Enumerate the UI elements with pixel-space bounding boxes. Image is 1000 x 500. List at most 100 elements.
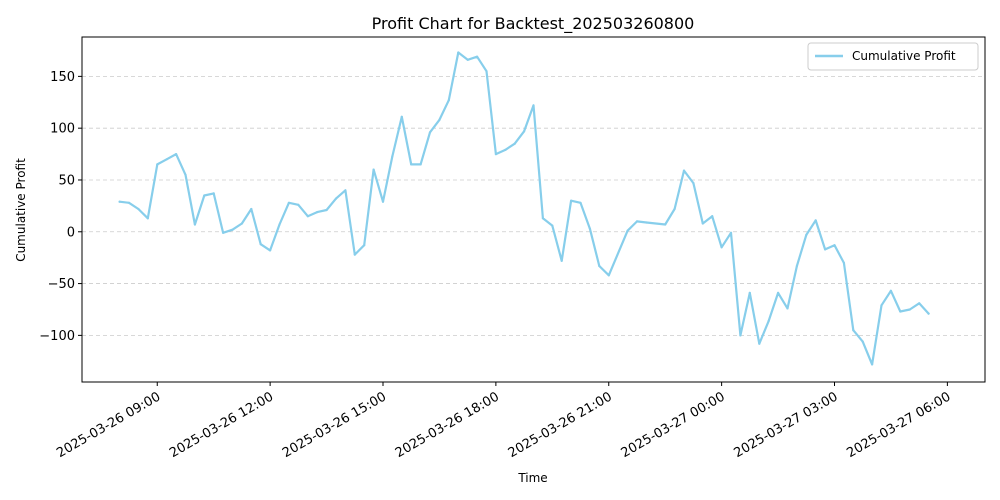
data-point xyxy=(588,227,592,230)
legend: Cumulative Profit xyxy=(807,42,979,71)
data-point xyxy=(156,163,159,166)
data-point xyxy=(560,259,563,262)
data-point xyxy=(861,340,864,343)
data-point xyxy=(250,207,253,211)
data-point xyxy=(222,231,225,234)
data-point xyxy=(297,203,300,206)
data-point xyxy=(127,201,131,204)
data-point xyxy=(927,312,930,315)
data-point xyxy=(184,173,187,176)
y-tick-label: −50 xyxy=(48,277,75,292)
data-point xyxy=(720,246,723,249)
data-point xyxy=(635,220,639,223)
data-point xyxy=(570,199,573,202)
y-axis: 150 100 50 0 −50 −100 xyxy=(39,70,82,344)
data-point xyxy=(626,229,629,232)
data-point xyxy=(287,201,290,204)
data-point xyxy=(240,222,243,225)
data-point xyxy=(306,215,309,218)
data-point xyxy=(334,197,338,200)
data-point xyxy=(165,158,168,161)
data-point xyxy=(438,118,441,121)
data-point xyxy=(513,142,516,145)
data-point xyxy=(767,319,770,322)
data-point xyxy=(494,153,497,156)
data-point xyxy=(363,244,366,247)
data-point xyxy=(899,310,902,313)
data-point xyxy=(372,168,375,171)
data-point xyxy=(344,189,347,192)
data-point xyxy=(175,153,178,156)
data-point xyxy=(118,200,121,203)
y-gridlines xyxy=(82,75,985,336)
data-point xyxy=(325,208,328,212)
data-point xyxy=(842,261,846,264)
data-point xyxy=(447,99,450,102)
data-point xyxy=(711,215,714,218)
data-point xyxy=(664,223,667,226)
data-point xyxy=(748,291,751,294)
data-point xyxy=(833,244,836,247)
data-point xyxy=(410,163,413,166)
chart-title: Profit Chart for Backtest_202503260800 xyxy=(372,14,695,34)
data-point xyxy=(523,130,526,133)
y-tick-label: −100 xyxy=(39,329,75,344)
data-point xyxy=(541,217,545,220)
data-point xyxy=(579,201,582,204)
data-point xyxy=(231,228,234,231)
y-tick-label: 0 xyxy=(67,225,75,240)
data-point xyxy=(146,217,149,220)
data-point xyxy=(918,302,921,305)
data-point xyxy=(701,222,704,225)
data-point xyxy=(880,304,883,307)
data-point xyxy=(607,274,610,277)
data-point xyxy=(212,192,215,195)
x-axis-label: Time xyxy=(517,471,547,485)
data-point xyxy=(739,334,742,337)
data-point xyxy=(466,58,469,61)
data-point xyxy=(598,264,601,268)
data-point xyxy=(645,221,648,224)
data-point xyxy=(391,155,394,158)
data-point xyxy=(203,194,206,197)
data-point xyxy=(457,51,460,54)
data-point xyxy=(758,342,761,345)
data-point xyxy=(353,253,356,256)
data-point xyxy=(786,307,789,310)
data-point xyxy=(777,291,780,294)
y-tick-label: 150 xyxy=(50,70,75,85)
data-point xyxy=(551,224,554,227)
data-point xyxy=(504,148,507,151)
data-point xyxy=(316,211,319,214)
data-point xyxy=(805,233,808,236)
data-point xyxy=(889,289,893,292)
legend-label: Cumulative Profit xyxy=(852,49,956,63)
data-point xyxy=(532,104,535,107)
data-point xyxy=(400,115,403,118)
data-point xyxy=(852,329,855,332)
data-point xyxy=(682,169,686,172)
data-point xyxy=(485,70,488,73)
data-point xyxy=(795,264,799,268)
data-point xyxy=(419,163,422,166)
data-point xyxy=(269,249,272,252)
y-tick-label: 50 xyxy=(58,173,75,188)
data-point xyxy=(814,219,817,222)
data-point xyxy=(871,363,874,366)
data-point xyxy=(193,223,196,226)
data-point xyxy=(381,200,385,203)
legend-box xyxy=(807,42,979,71)
data-point xyxy=(692,182,695,185)
plot-frame xyxy=(81,36,986,383)
data-point xyxy=(278,223,281,226)
data-point xyxy=(673,207,676,211)
data-point xyxy=(476,55,479,58)
data-point xyxy=(137,207,140,211)
y-axis-label: Cumulative Profit xyxy=(14,158,28,262)
plot-area xyxy=(118,51,930,366)
data-point xyxy=(824,248,827,251)
data-point xyxy=(729,231,733,234)
